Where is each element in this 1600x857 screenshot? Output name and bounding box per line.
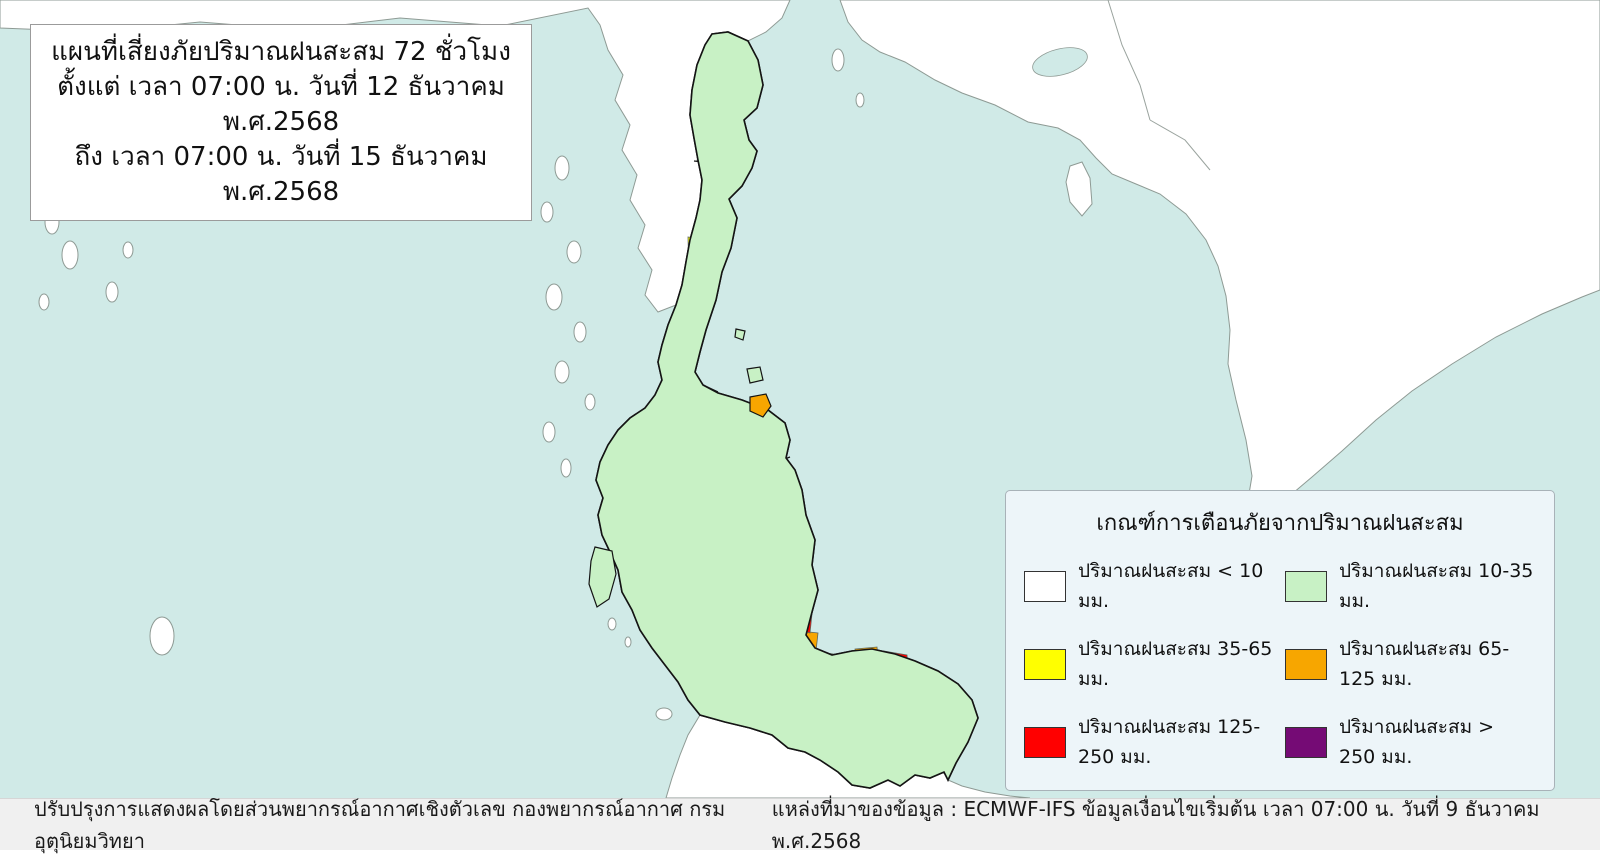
map-title-line3: ถึง เวลา 07:00 น. วันที่ 15 ธันวาคม พ.ศ.… bbox=[74, 142, 488, 208]
legend-box: เกณฑ์การเตือนภัยจากปริมาณฝนสะสม ปริมาณฝน… bbox=[1005, 490, 1555, 791]
country-border bbox=[1149, 119, 1211, 171]
islands-thai bbox=[588, 328, 772, 608]
island-phu-quoc bbox=[1065, 161, 1093, 217]
map-title-line2: ตั้งแต่ เวลา 07:00 น. วันที่ 12 ธันวาคม … bbox=[57, 72, 505, 138]
legend-label: ปริมาณฝนสะสม 35-65 มม. bbox=[1078, 638, 1273, 690]
legend-swatch-rain-gt250 bbox=[1285, 726, 1327, 758]
legend-label: ปริมาณฝนสะสม < 10 มม. bbox=[1078, 560, 1264, 612]
footer-bar: ปรับปรุงการแสดงผลโดยส่วนพยากรณ์อากาศเชิง… bbox=[0, 797, 1600, 853]
legend-item-rain-10-35: ปริมาณฝนสะสม 10-35 มม. bbox=[1285, 556, 1536, 616]
legend-label: ปริมาณฝนสะสม 10-35 มม. bbox=[1339, 560, 1534, 612]
legend-title: เกณฑ์การเตือนภัยจากปริมาณฝนสะสม bbox=[1096, 511, 1464, 536]
foreign-land bbox=[0, 0, 1600, 798]
island-tao bbox=[734, 328, 746, 341]
legend-label: ปริมาณฝนสะสม > 250 มม. bbox=[1339, 716, 1495, 768]
map-svg bbox=[0, 0, 1600, 798]
legend-swatch-rain-125-250 bbox=[1024, 726, 1066, 758]
legend-item-rain-gt250: ปริมาณฝนสะสม > 250 มม. bbox=[1285, 712, 1536, 772]
country-border bbox=[1107, 0, 1151, 121]
legend-swatch-rain-35-65 bbox=[1024, 648, 1066, 680]
map-title-line1: แผนที่เสี่ยงภัยปริมาณฝนสะสม 72 ชั่วโมง bbox=[51, 37, 511, 67]
legend-grid: ปริมาณฝนสะสม < 10 มม. ปริมาณฝนสะสม 10-35… bbox=[1024, 556, 1536, 772]
island-samui-rain-65-125 bbox=[749, 393, 772, 418]
footer-data-source: แหล่งที่มาของข้อมูล : ECMWF-IFS ข้อมูลเง… bbox=[771, 796, 1540, 853]
footer-credit: ปรับปรุงการแสดงผลโดยส่วนพยากรณ์อากาศเชิง… bbox=[34, 796, 726, 853]
legend-label: ปริมาณฝนสะสม 65-125 มม. bbox=[1339, 638, 1510, 690]
land-indochina bbox=[839, 0, 1600, 513]
island-phuket bbox=[588, 546, 617, 608]
legend-swatch-rain-10-35 bbox=[1285, 570, 1327, 602]
legend-label: ปริมาณฝนสะสม 125-250 มม. bbox=[1078, 716, 1261, 768]
legend-swatch-rain-65-125 bbox=[1285, 648, 1327, 680]
legend-swatch-rain-lt10 bbox=[1024, 570, 1066, 602]
map-area: แผนที่เสี่ยงภัยปริมาณฝนสะสม 72 ชั่วโมง ต… bbox=[0, 0, 1600, 798]
legend-item-rain-lt10: ปริมาณฝนสะสม < 10 มม. bbox=[1024, 556, 1275, 616]
legend-item-rain-35-65: ปริมาณฝนสะสม 35-65 มม. bbox=[1024, 634, 1275, 694]
legend-item-rain-65-125: ปริมาณฝนสะสม 65-125 มม. bbox=[1285, 634, 1536, 694]
map-title-box: แผนที่เสี่ยงภัยปริมาณฝนสะสม 72 ชั่วโมง ต… bbox=[30, 24, 532, 222]
lake-tonle-sap bbox=[1032, 47, 1088, 77]
legend-item-rain-125-250: ปริมาณฝนสะสม 125-250 มม. bbox=[1024, 712, 1275, 772]
island-phangan bbox=[746, 366, 764, 384]
